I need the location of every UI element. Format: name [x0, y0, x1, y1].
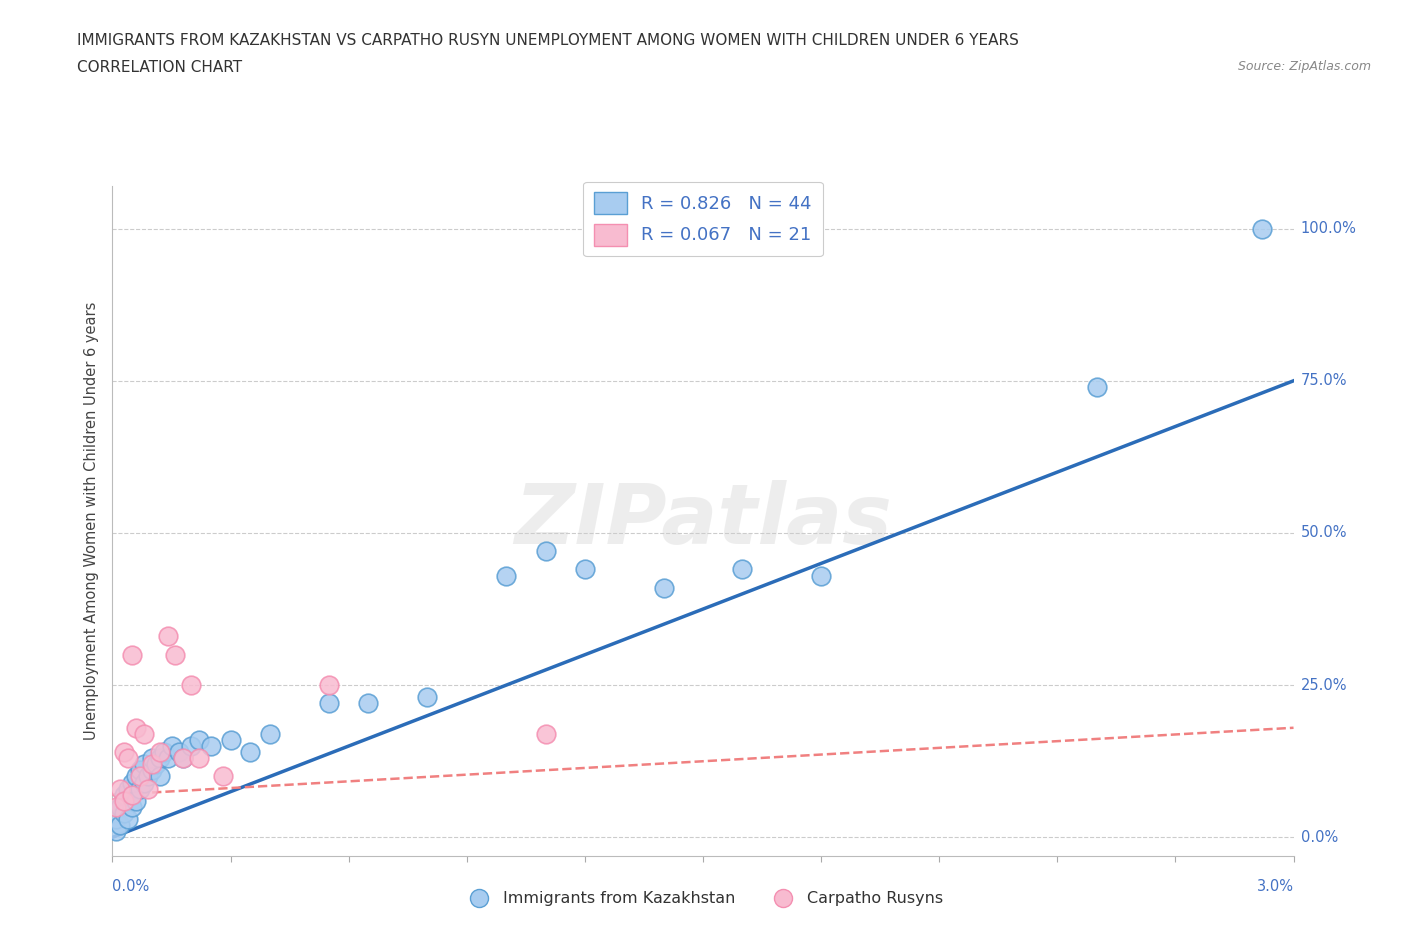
Point [180, 678, 202, 693]
Text: IMMIGRANTS FROM KAZAKHSTAN VS CARPATHO RUSYN UNEMPLOYMENT AMONG WOMEN WITH CHILD: IMMIGRANTS FROM KAZAKHSTAN VS CARPATHO R… [77, 33, 1019, 47]
Point [125, 793, 148, 808]
Point [165, 647, 187, 662]
Point [110, 781, 132, 796]
Point [172, 751, 194, 765]
Text: 0.0%: 0.0% [1301, 830, 1337, 844]
Point [534, 726, 557, 741]
Text: Source: ZipAtlas.com: Source: ZipAtlas.com [1237, 60, 1371, 73]
Point [156, 629, 179, 644]
Y-axis label: Unemployment Among Women with Children Under 6 years: Unemployment Among Women with Children U… [84, 301, 100, 740]
Text: CORRELATION CHART: CORRELATION CHART [77, 60, 242, 75]
Point [318, 696, 340, 711]
Point [169, 745, 191, 760]
Point [125, 721, 148, 736]
Point [112, 805, 135, 820]
Point [149, 751, 172, 765]
Point [129, 781, 152, 796]
Point [112, 745, 135, 760]
Point [145, 757, 167, 772]
Point [129, 763, 152, 777]
Point [132, 775, 155, 790]
Point [129, 769, 152, 784]
Text: 25.0%: 25.0% [1301, 678, 1347, 693]
Point [1251, 221, 1274, 236]
Point [136, 769, 159, 784]
Point [141, 763, 163, 777]
Point [121, 775, 143, 790]
Point [121, 788, 143, 803]
Point [117, 751, 139, 765]
Point [117, 812, 139, 827]
Legend: Immigrants from Kazakhstan, Carpatho Rusyns: Immigrants from Kazakhstan, Carpatho Rus… [457, 885, 949, 912]
Text: 50.0%: 50.0% [1301, 525, 1347, 540]
Point [731, 562, 754, 577]
Point [495, 568, 517, 583]
Point [318, 678, 340, 693]
Point [141, 757, 163, 772]
Point [121, 800, 143, 815]
Point [117, 781, 139, 796]
Point [136, 781, 159, 796]
Point [160, 738, 183, 753]
Text: ZIPatlas: ZIPatlas [515, 480, 891, 562]
Point [132, 726, 155, 741]
Point [416, 690, 439, 705]
Point [112, 793, 135, 808]
Point [149, 745, 172, 760]
Point [110, 800, 132, 815]
Point [188, 751, 211, 765]
Point [219, 733, 242, 748]
Point [152, 745, 174, 760]
Point [534, 544, 557, 559]
Point [112, 788, 135, 803]
Text: 100.0%: 100.0% [1301, 221, 1357, 236]
Point [121, 647, 143, 662]
Point [105, 812, 128, 827]
Point [156, 751, 179, 765]
Point [357, 696, 380, 711]
Point [149, 769, 172, 784]
Point [259, 726, 281, 741]
Text: 75.0%: 75.0% [1301, 373, 1347, 389]
Point [180, 738, 202, 753]
Point [105, 824, 128, 839]
Legend: R = 0.826   N = 44, R = 0.067   N = 21: R = 0.826 N = 44, R = 0.067 N = 21 [583, 181, 823, 257]
Text: 3.0%: 3.0% [1257, 879, 1294, 894]
Point [125, 769, 148, 784]
Point [110, 817, 132, 832]
Point [239, 745, 262, 760]
Point [652, 580, 675, 595]
Point [200, 738, 222, 753]
Point [172, 751, 194, 765]
Text: 0.0%: 0.0% [112, 879, 149, 894]
Point [810, 568, 832, 583]
Point [141, 751, 163, 765]
Point [1085, 379, 1108, 394]
Point [211, 769, 233, 784]
Point [132, 757, 155, 772]
Point [574, 562, 596, 577]
Point [188, 733, 211, 748]
Point [105, 800, 128, 815]
